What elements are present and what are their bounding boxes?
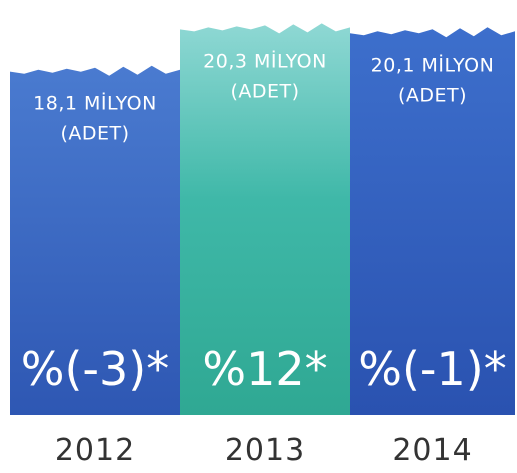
- bar-2014: [350, 27, 515, 416]
- change-label-2012: %(-3)*: [21, 342, 169, 396]
- value-label-2012-line-2: (ADET): [60, 123, 129, 145]
- value-label-2013-line-1: 20,3 MİLYON: [203, 49, 327, 72]
- bar-2012: [10, 65, 180, 415]
- change-label-2013: %12*: [202, 342, 327, 396]
- value-label-2014-line-2: (ADET): [398, 84, 467, 106]
- value-label-2012-line-1: 18,1 MİLYON: [33, 92, 157, 115]
- value-label-2013-line-2: (ADET): [230, 80, 299, 102]
- bar-2013: [180, 23, 350, 416]
- change-label-2014: %(-1)*: [358, 342, 506, 396]
- x-tick-label-2013: 2013: [225, 433, 305, 468]
- x-tick-label-2012: 2012: [55, 433, 135, 468]
- value-label-2014-line-1: 20,1 MİLYON: [371, 53, 495, 76]
- x-tick-label-2014: 2014: [392, 433, 472, 468]
